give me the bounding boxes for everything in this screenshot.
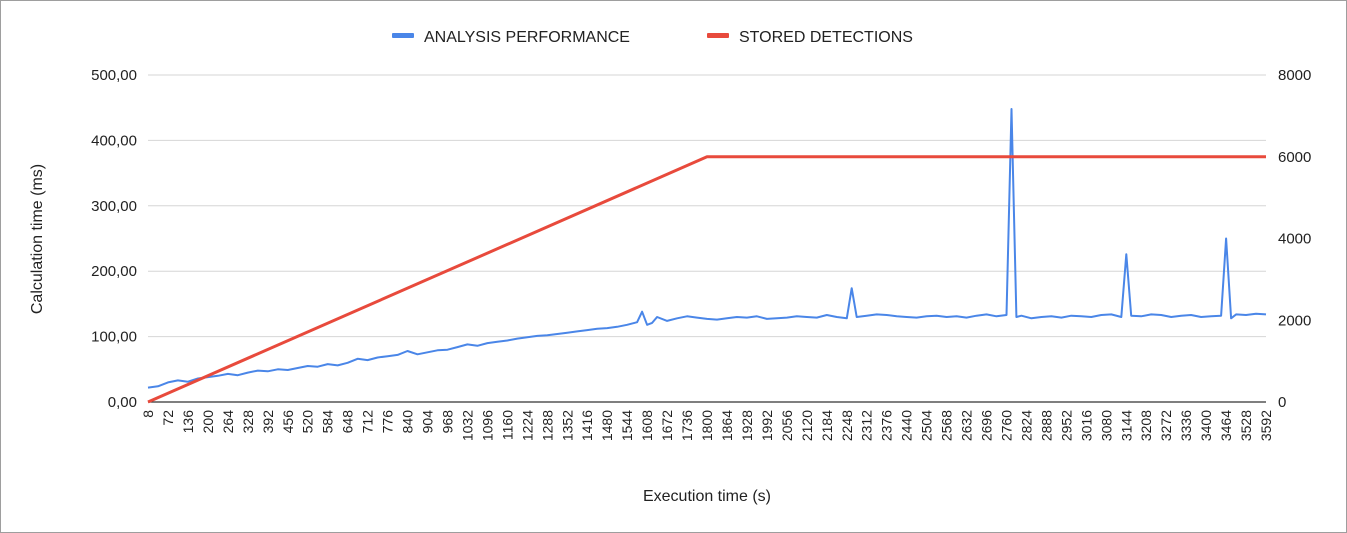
x-tick-label: 1608 [639,410,655,441]
x-tick-label: 2184 [819,410,835,441]
x-tick-label: 3208 [1138,410,1154,441]
x-tick-label: 3592 [1258,410,1274,441]
x-tick-label: 1096 [479,410,495,441]
x-tick-label: 904 [420,410,436,434]
x-tick-label: 2824 [1018,410,1034,441]
y-tick-label: 500,00 [91,67,137,84]
x-tick-label: 2760 [998,410,1014,441]
x-tick-label: 2632 [959,410,975,441]
x-tick-label: 1800 [699,410,715,441]
y-tick-label: 0,00 [108,394,137,411]
y2-tick-label: 6000 [1278,149,1311,166]
x-tick-label: 1352 [559,410,575,441]
x-tick-label: 72 [160,410,176,426]
x-tick-label: 456 [280,410,296,434]
y-tick-label: 100,00 [91,329,137,346]
x-tick-label: 648 [340,410,356,434]
x-axis-title: Execution time (s) [643,488,771,505]
x-tick-label: 3272 [1158,410,1174,441]
x-tick-label: 1416 [579,410,595,441]
x-tick-label: 136 [180,410,196,434]
x-tick-label: 1288 [539,410,555,441]
x-tick-label: 1672 [659,410,675,441]
x-tick-label: 1736 [679,410,695,441]
x-tick-label: 2504 [919,410,935,441]
x-tick-label: 840 [400,410,416,434]
x-tick-label: 2696 [979,410,995,441]
x-tick-label: 328 [240,410,256,434]
right-axis-ticks: 0 2000 4000 6000 8000 [1278,67,1311,411]
x-tick-label: 3528 [1238,410,1254,441]
gridlines [148,74,1266,403]
x-tick-label: 1032 [459,410,475,441]
x-tick-label: 1992 [759,410,775,441]
x-tick-label: 584 [320,410,336,434]
x-tick-label: 1224 [519,410,535,441]
x-tick-label: 3464 [1218,410,1234,441]
x-tick-label: 3144 [1118,410,1134,441]
x-tick-label: 264 [220,410,236,434]
y2-tick-label: 8000 [1278,67,1311,84]
y-tick-label: 200,00 [91,263,137,280]
y2-tick-label: 4000 [1278,231,1311,248]
x-tick-label: 3016 [1078,410,1094,441]
x-tick-label: 2120 [799,410,815,441]
series-line-analysis-performance [147,108,1267,389]
y2-tick-label: 2000 [1278,312,1311,329]
y-axis-title: Calculation time (ms) [29,164,46,314]
x-tick-label: 392 [260,410,276,434]
y-tick-label: 400,00 [91,132,137,149]
y-tick-label: 300,00 [91,198,137,215]
x-tick-label: 712 [360,410,376,434]
legend-swatch-analysis-performance [392,33,414,38]
x-tick-label: 3336 [1178,410,1194,441]
x-tick-label: 2248 [839,410,855,441]
x-tick-label: 3400 [1198,410,1214,441]
x-tick-label: 1928 [739,410,755,441]
series-line-stored-detections [147,155,1266,404]
left-axis-ticks: 0,00 100,00 200,00 300,00 400,00 500,00 [91,67,137,411]
y2-tick-label: 0 [1278,394,1286,411]
x-tick-label: 1864 [719,410,735,441]
x-tick-label: 520 [300,410,316,434]
x-tick-label: 1160 [499,410,515,440]
x-tick-label: 2312 [859,410,875,441]
series-lines [147,108,1267,404]
x-tick-label: 8 [140,410,156,418]
x-tick-label: 200 [200,410,216,434]
x-tick-label: 968 [439,410,455,434]
x-tick-label: 3080 [1098,410,1114,441]
legend-label-analysis-performance: ANALYSIS PERFORMANCE [424,29,630,46]
x-tick-label: 2952 [1058,410,1074,441]
x-tick-label: 2888 [1038,410,1054,441]
x-tick-label: 2376 [879,410,895,441]
legend-label-stored-detections: STORED DETECTIONS [739,29,913,46]
x-tick-label: 1480 [599,410,615,441]
x-tick-label: 2568 [939,410,955,441]
legend-swatch-stored-detections [707,33,729,38]
legend: ANALYSIS PERFORMANCE STORED DETECTIONS [392,29,913,46]
x-tick-label: 2440 [899,410,915,441]
x-tick-label: 2056 [779,410,795,441]
x-axis-ticks: 8 72 136 200 264 328 392 456 520 584 648 712 776 840 9… [140,410,1274,441]
x-tick-label: 776 [380,410,396,434]
x-tick-label: 1544 [619,410,635,441]
